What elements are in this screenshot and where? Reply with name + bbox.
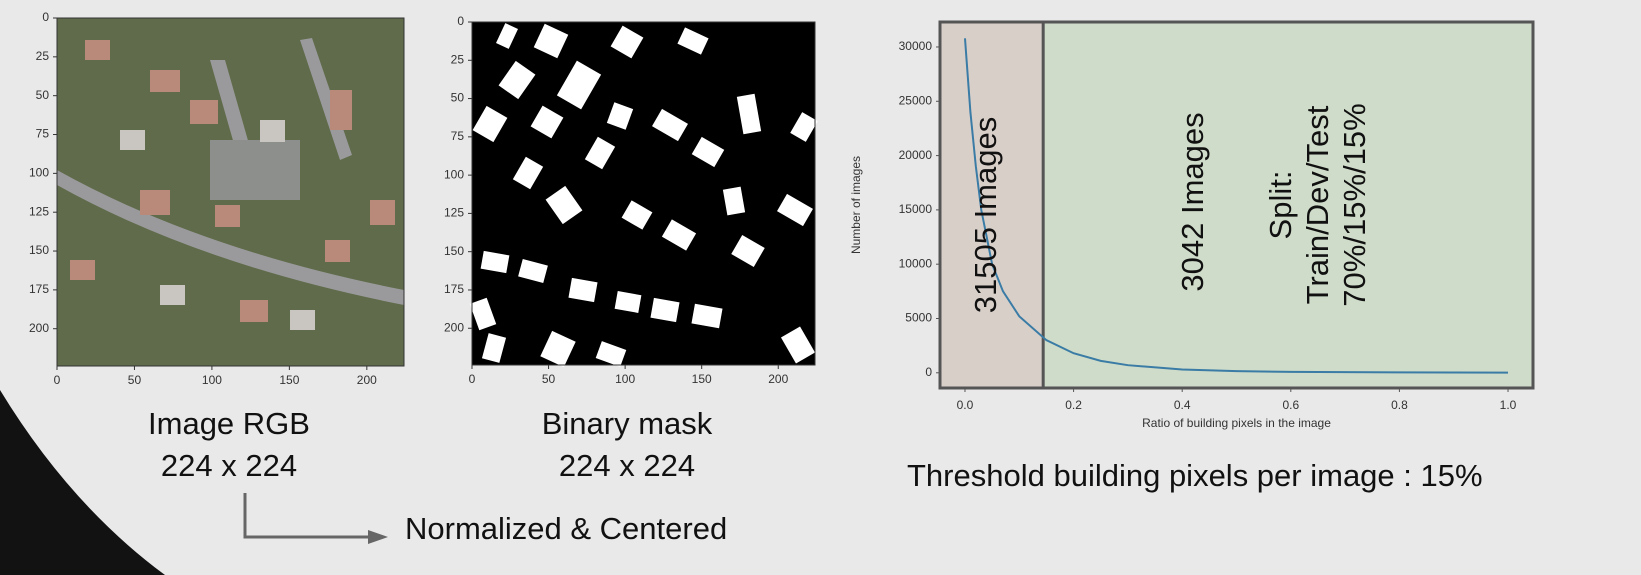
x-tick-label: 1.0 [1500,398,1517,412]
caption: Binary mask [542,406,713,441]
y-tick-label: 50 [451,91,465,105]
y-tick-label: 0 [42,10,49,24]
y-tick-label: 200 [444,320,464,334]
y-tick-label: 75 [36,127,50,141]
x-tick-label: 0.2 [1065,398,1082,412]
y-tick-label: 25 [36,49,50,63]
annotation: 3042 Images [1175,112,1210,291]
x-tick-label: 50 [128,373,142,387]
mask-image [470,22,818,367]
x-tick-label: 150 [692,372,712,386]
x-tick-label: 0.4 [1174,398,1191,412]
rgb-image [57,18,404,366]
x-tick-label: 50 [542,372,556,386]
y-tick-label: 150 [444,244,464,258]
y-tick-label: 75 [451,129,465,143]
x-tick-label: 150 [279,373,299,387]
threshold-note: Threshold building pixels per image : 15… [907,458,1483,493]
y-tick-label: 125 [29,204,49,218]
x-tick-label: 0.0 [957,398,974,412]
y-tick-label: 15000 [899,202,933,216]
y-tick-label: 20000 [899,148,933,162]
y-tick-label: 0 [457,14,464,28]
y-tick-label: 175 [29,282,49,296]
x-tick-label: 0.8 [1391,398,1408,412]
y-axis-label: Number of images [849,156,863,254]
x-tick-label: 100 [202,373,222,387]
x-tick-label: 0.6 [1282,398,1299,412]
y-tick-label: 175 [444,282,464,296]
annotation: Split: [1263,171,1298,240]
slide: Normalized & Centered Threshold building… [0,0,1641,575]
y-tick-label: 30000 [899,39,933,53]
y-tick-label: 150 [29,243,49,257]
caption: 224 x 224 [161,448,297,483]
y-tick-label: 100 [444,167,464,181]
x-axis-label: Ratio of building pixels in the image [1142,416,1331,430]
annotation: 70%/15%/15% [1337,103,1372,306]
x-tick-label: 200 [357,373,377,387]
y-tick-label: 0 [925,365,932,379]
annotation: 31505 Images [968,117,1003,313]
x-tick-label: 0 [54,373,61,387]
y-tick-label: 25 [451,52,465,66]
x-tick-label: 100 [615,372,635,386]
y-tick-label: 100 [29,166,49,180]
caption: Image RGB [148,406,310,441]
y-tick-label: 200 [29,321,49,335]
y-tick-label: 50 [36,88,50,102]
y-tick-label: 125 [444,206,464,220]
arrow-label: Normalized & Centered [405,511,727,546]
caption: 224 x 224 [559,448,695,483]
y-tick-label: 25000 [899,93,933,107]
y-tick-label: 5000 [905,311,932,325]
annotation: Train/Dev/Test [1300,105,1335,304]
x-tick-label: 0 [469,372,476,386]
x-tick-label: 200 [768,372,788,386]
y-tick-label: 10000 [899,256,933,270]
